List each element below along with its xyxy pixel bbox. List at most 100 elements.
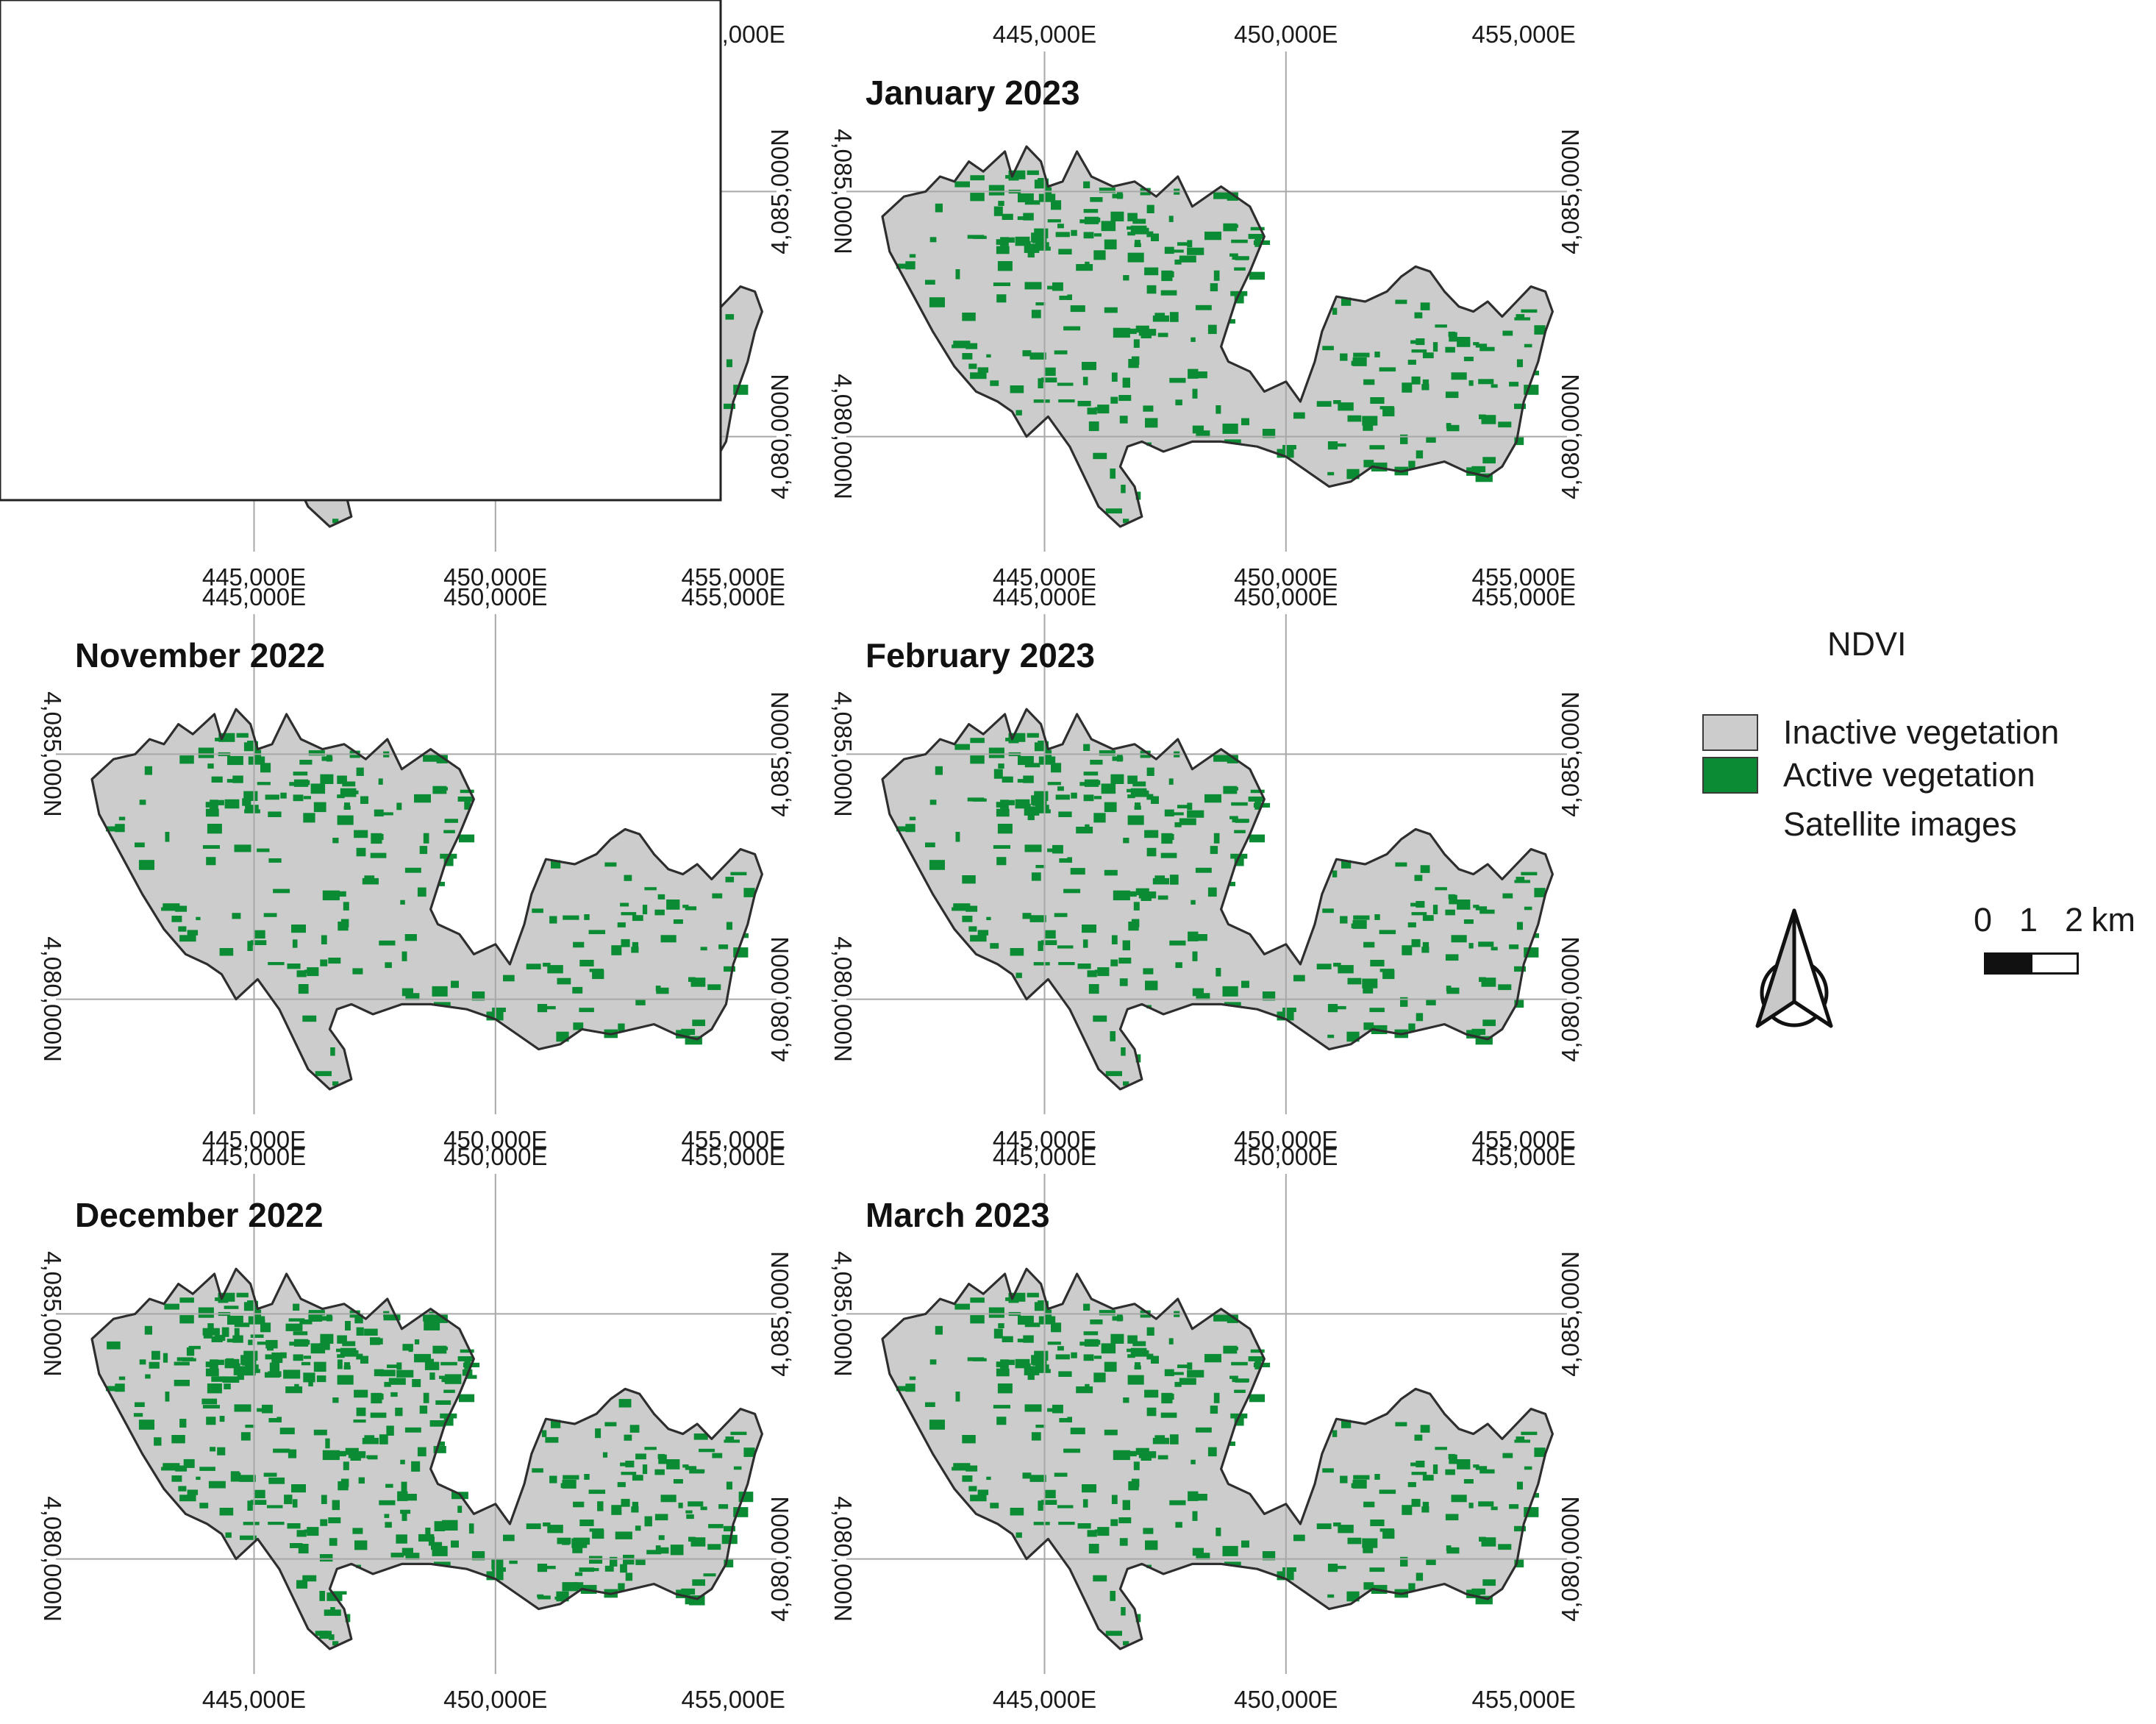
active-vegetation-patch [268, 1477, 285, 1484]
active-vegetation-patch [429, 1420, 446, 1427]
active-vegetation-patch [1058, 1371, 1072, 1377]
active-vegetation-patch [443, 1417, 454, 1426]
active-vegetation-patch [954, 181, 970, 188]
active-vegetation-patch [370, 1412, 387, 1418]
active-vegetation-patch [356, 1407, 366, 1417]
active-vegetation-patch [896, 263, 907, 269]
active-vegetation-patch [374, 809, 384, 817]
active-vegetation-patch [1130, 788, 1147, 797]
active-vegetation-patch [1329, 1565, 1346, 1570]
active-vegetation-patch [1076, 827, 1093, 834]
active-vegetation-patch [265, 794, 279, 800]
active-vegetation-patch [1112, 1316, 1124, 1321]
active-vegetation-patch [986, 916, 991, 921]
active-vegetation-patch [1113, 1450, 1130, 1461]
active-vegetation-patch [621, 1472, 637, 1475]
active-vegetation-patch [340, 1478, 349, 1487]
active-vegetation-patch [1370, 960, 1385, 966]
active-vegetation-patch [1451, 935, 1467, 943]
active-vegetation-patch [237, 1372, 244, 1381]
active-vegetation-patch [345, 1321, 351, 1331]
active-vegetation-patch [1160, 852, 1177, 858]
active-vegetation-patch [1502, 330, 1513, 336]
active-vegetation-patch [1514, 880, 1530, 883]
active-vegetation-patch [1369, 445, 1385, 450]
active-vegetation-patch [1395, 1422, 1407, 1427]
active-vegetation-patch [541, 1430, 547, 1437]
active-vegetation-patch [1282, 445, 1296, 449]
active-vegetation-patch [688, 1501, 704, 1507]
active-vegetation-patch [1379, 406, 1394, 410]
scale-segment-white [2030, 952, 2079, 975]
active-vegetation-patch [433, 1002, 451, 1006]
active-vegetation-patch [1509, 1504, 1519, 1509]
active-vegetation-patch [1475, 906, 1488, 911]
active-vegetation-patch [1188, 368, 1199, 379]
active-vegetation-patch [1207, 887, 1217, 897]
active-vegetation-patch [1135, 1614, 1141, 1623]
y-axis-tick-label-left: 4,080,000N [39, 1496, 66, 1622]
active-vegetation-patch [187, 1489, 199, 1495]
active-vegetation-patch [224, 799, 240, 809]
active-vegetation-patch [1448, 1453, 1456, 1459]
active-vegetation-patch [1282, 1567, 1296, 1572]
active-vegetation-patch [1534, 1492, 1539, 1498]
active-vegetation-patch [624, 875, 632, 881]
active-vegetation-patch [1088, 421, 1099, 432]
active-vegetation-patch [718, 944, 729, 950]
active-vegetation-patch [574, 1572, 583, 1576]
active-vegetation-patch [1033, 962, 1050, 966]
active-vegetation-patch [1416, 1461, 1425, 1468]
active-vegetation-patch [245, 1425, 255, 1428]
active-vegetation-patch [1017, 1339, 1033, 1343]
active-vegetation-patch [1370, 397, 1385, 404]
active-vegetation-patch [165, 832, 170, 842]
active-vegetation-patch [1435, 324, 1447, 328]
x-axis-tick-label: 450,000E [443, 583, 547, 610]
active-vegetation-patch [1293, 1534, 1305, 1542]
active-vegetation-patch [1174, 822, 1182, 827]
x-axis-tick-label: 445,000E [202, 563, 306, 591]
active-vegetation-patch [743, 1492, 749, 1498]
active-vegetation-patch [374, 1369, 384, 1377]
active-vegetation-patch [1164, 1369, 1174, 1377]
active-vegetation-patch [929, 1420, 945, 1430]
active-vegetation-patch [1168, 1338, 1174, 1344]
active-vegetation-patch [1468, 1503, 1474, 1508]
active-vegetation-patch [962, 1475, 973, 1482]
active-vegetation-patch [293, 772, 308, 776]
active-vegetation-patch [1024, 806, 1040, 816]
active-vegetation-patch [444, 819, 458, 823]
active-vegetation-patch [380, 1369, 396, 1377]
active-vegetation-patch [1057, 1346, 1064, 1351]
active-vegetation-patch [1213, 1392, 1220, 1403]
active-vegetation-patch [1133, 1461, 1140, 1470]
active-vegetation-patch [219, 1416, 225, 1422]
active-vegetation-patch [1229, 1441, 1235, 1446]
active-vegetation-patch [371, 1392, 382, 1404]
active-vegetation-patch [1099, 188, 1116, 193]
active-vegetation-patch [617, 922, 626, 927]
active-vegetation-patch [139, 799, 146, 805]
active-vegetation-patch [1070, 868, 1085, 875]
active-vegetation-patch [1146, 285, 1157, 294]
active-vegetation-patch [1082, 925, 1096, 933]
active-vegetation-patch [386, 1425, 394, 1436]
active-vegetation-patch [1426, 437, 1436, 443]
active-vegetation-patch [1105, 1631, 1122, 1636]
active-vegetation-patch [1063, 888, 1081, 894]
active-vegetation-patch [573, 1582, 584, 1590]
x-axis-tick-label: 450,000E [443, 563, 547, 591]
active-vegetation-patch [1411, 938, 1421, 947]
active-vegetation-patch [315, 1071, 332, 1077]
active-vegetation-patch [1445, 346, 1455, 353]
active-vegetation-patch [1040, 940, 1057, 945]
active-vegetation-patch [105, 1386, 116, 1392]
active-vegetation-patch [1451, 372, 1467, 380]
active-vegetation-patch [1167, 1372, 1184, 1375]
active-vegetation-patch [549, 1475, 557, 1483]
active-vegetation-patch [1466, 1589, 1477, 1598]
x-axis-tick-label: 455,000E [682, 1126, 785, 1153]
active-vegetation-patch [384, 1514, 390, 1518]
